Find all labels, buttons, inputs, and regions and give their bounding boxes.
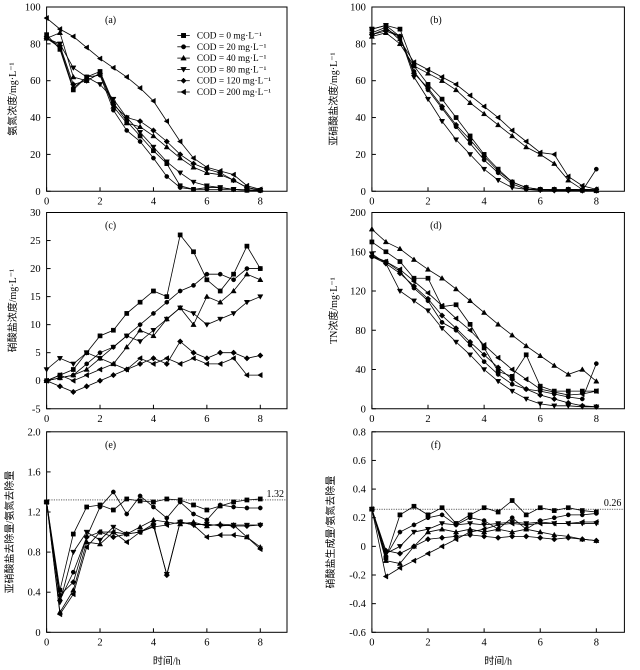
svg-text:2: 2 bbox=[425, 414, 430, 425]
svg-text:0.4: 0.4 bbox=[353, 485, 367, 496]
svg-text:4: 4 bbox=[481, 637, 487, 648]
svg-text:8: 8 bbox=[258, 414, 263, 425]
svg-text:80: 80 bbox=[355, 39, 366, 50]
svg-text:8: 8 bbox=[594, 637, 599, 648]
svg-text:4: 4 bbox=[151, 637, 157, 648]
svg-text:2: 2 bbox=[97, 196, 102, 207]
svg-text:20: 20 bbox=[30, 264, 41, 275]
svg-text:4: 4 bbox=[481, 414, 487, 425]
svg-text:COD = 200 mg·L⁻¹: COD = 200 mg·L⁻¹ bbox=[197, 88, 271, 98]
svg-text:1.2: 1.2 bbox=[27, 508, 40, 519]
svg-text:0.4: 0.4 bbox=[27, 588, 41, 599]
svg-text:8: 8 bbox=[258, 637, 263, 648]
svg-text:8: 8 bbox=[594, 414, 599, 425]
svg-text:2: 2 bbox=[425, 637, 430, 648]
svg-text:COD = 40 mg·L⁻¹: COD = 40 mg·L⁻¹ bbox=[197, 54, 267, 64]
svg-text:0: 0 bbox=[44, 196, 49, 207]
svg-text:8: 8 bbox=[594, 196, 599, 207]
svg-text:6: 6 bbox=[538, 637, 543, 648]
svg-text:TN浓度/mg·L⁻¹: TN浓度/mg·L⁻¹ bbox=[327, 277, 340, 344]
svg-text:0.2: 0.2 bbox=[353, 513, 366, 524]
svg-text:80: 80 bbox=[355, 326, 366, 337]
svg-text:(c): (c) bbox=[105, 221, 116, 232]
svg-text:0.8: 0.8 bbox=[27, 548, 40, 559]
svg-text:1.6: 1.6 bbox=[27, 467, 40, 478]
svg-text:30: 30 bbox=[30, 208, 41, 219]
svg-text:6: 6 bbox=[204, 196, 209, 207]
svg-text:120: 120 bbox=[350, 287, 366, 298]
svg-text:4: 4 bbox=[481, 196, 487, 207]
svg-text:8: 8 bbox=[258, 196, 263, 207]
svg-text:-0.4: -0.4 bbox=[349, 599, 366, 610]
svg-text:6: 6 bbox=[538, 414, 543, 425]
svg-text:(d): (d) bbox=[430, 221, 442, 232]
svg-text:COD = 20 mg·L⁻¹: COD = 20 mg·L⁻¹ bbox=[197, 43, 267, 53]
svg-text:0: 0 bbox=[35, 187, 40, 198]
svg-text:200: 200 bbox=[350, 208, 366, 219]
svg-text:硝酸盐生成量/氨氮去除量: 硝酸盐生成量/氨氮去除量 bbox=[324, 476, 337, 589]
svg-text:60: 60 bbox=[355, 76, 366, 87]
svg-text:氨氮浓度/mg·L⁻¹: 氨氮浓度/mg·L⁻¹ bbox=[6, 62, 19, 135]
svg-text:20: 20 bbox=[30, 150, 41, 161]
svg-text:2: 2 bbox=[97, 637, 102, 648]
svg-text:(e): (e) bbox=[105, 440, 116, 451]
svg-text:15: 15 bbox=[30, 292, 41, 303]
svg-text:-5: -5 bbox=[32, 404, 41, 415]
svg-text:100: 100 bbox=[350, 3, 366, 14]
svg-text:COD = 0 mg·L⁻¹: COD = 0 mg·L⁻¹ bbox=[197, 32, 262, 42]
svg-text:0.6: 0.6 bbox=[353, 456, 366, 467]
svg-text:25: 25 bbox=[30, 236, 41, 247]
svg-text:0: 0 bbox=[369, 414, 374, 425]
svg-text:时间/h: 时间/h bbox=[153, 654, 181, 665]
svg-text:0: 0 bbox=[35, 376, 40, 387]
svg-text:0: 0 bbox=[44, 637, 49, 648]
svg-text:-0.2: -0.2 bbox=[349, 571, 366, 582]
svg-text:0: 0 bbox=[361, 542, 366, 553]
svg-text:0.26: 0.26 bbox=[604, 498, 622, 509]
svg-text:-0.6: -0.6 bbox=[349, 628, 366, 639]
svg-text:0: 0 bbox=[361, 404, 366, 415]
svg-text:40: 40 bbox=[355, 365, 366, 376]
svg-text:0.8: 0.8 bbox=[353, 427, 366, 438]
svg-text:40: 40 bbox=[355, 113, 366, 124]
svg-text:60: 60 bbox=[30, 76, 41, 87]
svg-text:2.0: 2.0 bbox=[27, 427, 40, 438]
svg-text:10: 10 bbox=[30, 320, 41, 331]
svg-text:40: 40 bbox=[30, 113, 41, 124]
svg-text:6: 6 bbox=[204, 414, 209, 425]
svg-text:亚硝酸盐去除量/氨氮去除量: 亚硝酸盐去除量/氨氮去除量 bbox=[3, 471, 16, 594]
svg-text:4: 4 bbox=[151, 414, 157, 425]
svg-text:2: 2 bbox=[97, 414, 102, 425]
svg-text:2: 2 bbox=[425, 196, 430, 207]
svg-text:COD = 120 mg·L⁻¹: COD = 120 mg·L⁻¹ bbox=[197, 77, 271, 87]
svg-text:5: 5 bbox=[35, 348, 40, 359]
svg-text:160: 160 bbox=[350, 247, 366, 258]
svg-text:1.32: 1.32 bbox=[267, 489, 285, 500]
svg-text:时间/h: 时间/h bbox=[484, 654, 512, 665]
svg-text:20: 20 bbox=[355, 150, 366, 161]
svg-text:COD = 80 mg·L⁻¹: COD = 80 mg·L⁻¹ bbox=[197, 65, 267, 75]
svg-text:100: 100 bbox=[25, 3, 41, 14]
svg-text:(b): (b) bbox=[430, 15, 442, 26]
svg-text:6: 6 bbox=[204, 637, 209, 648]
svg-text:0: 0 bbox=[369, 196, 374, 207]
svg-text:0: 0 bbox=[44, 414, 49, 425]
svg-text:4: 4 bbox=[151, 196, 157, 207]
svg-text:0: 0 bbox=[361, 187, 366, 198]
svg-text:80: 80 bbox=[30, 39, 41, 50]
svg-text:亚硝酸盐浓度/mg·L⁻¹: 亚硝酸盐浓度/mg·L⁻¹ bbox=[327, 52, 340, 145]
svg-text:(f): (f) bbox=[431, 440, 441, 451]
svg-text:(a): (a) bbox=[105, 15, 116, 26]
svg-text:6: 6 bbox=[538, 196, 543, 207]
svg-text:硝酸盐浓度/mg·L⁻¹: 硝酸盐浓度/mg·L⁻¹ bbox=[6, 269, 19, 352]
svg-text:0: 0 bbox=[35, 628, 40, 639]
svg-text:0: 0 bbox=[369, 637, 374, 648]
